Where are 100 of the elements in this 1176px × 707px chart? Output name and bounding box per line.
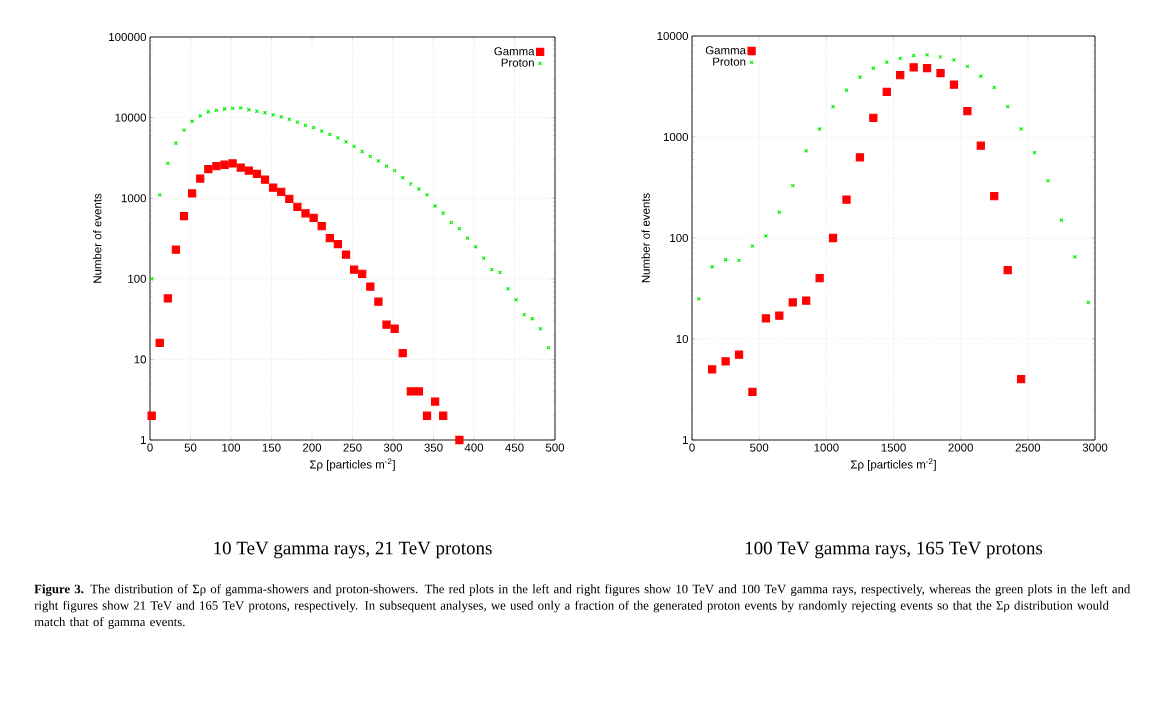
y-tick-label: 10000 — [115, 113, 147, 122]
point — [736, 258, 742, 263]
x-tick-label: 1500 — [881, 443, 906, 452]
point — [815, 274, 824, 283]
x-tick-label: 200 — [303, 443, 322, 452]
point — [366, 282, 375, 291]
point — [473, 244, 478, 249]
point — [358, 269, 367, 279]
point — [422, 411, 432, 420]
point — [368, 154, 373, 159]
point — [212, 161, 221, 171]
point — [538, 326, 543, 331]
point — [817, 126, 822, 132]
point — [293, 202, 302, 212]
point — [238, 105, 243, 110]
point — [262, 110, 268, 115]
point — [546, 345, 551, 350]
point — [214, 108, 219, 113]
point — [246, 107, 251, 112]
x-tick-label: 0 — [689, 443, 695, 452]
point — [204, 164, 213, 174]
point — [976, 141, 985, 150]
y-tick-label: 100 — [670, 233, 689, 243]
x-tick-label: 250 — [343, 443, 362, 452]
point — [360, 149, 365, 154]
point — [398, 348, 407, 358]
point — [855, 153, 865, 162]
point — [465, 235, 470, 241]
point — [392, 168, 397, 173]
point — [173, 141, 179, 146]
y-tick-label: 1 — [140, 436, 146, 444]
point — [1059, 218, 1064, 223]
point — [951, 57, 957, 62]
point — [963, 107, 972, 116]
point — [327, 132, 332, 137]
y-tick-label: 100 — [128, 274, 147, 283]
point — [990, 191, 999, 201]
point — [252, 169, 262, 179]
point — [882, 87, 891, 96]
x-tick-label: 2500 — [1015, 443, 1041, 452]
point — [317, 222, 326, 231]
point — [439, 411, 448, 420]
point — [376, 158, 381, 164]
point — [352, 144, 357, 149]
point — [301, 209, 310, 218]
point — [244, 166, 253, 175]
point — [497, 270, 503, 275]
point — [196, 174, 205, 183]
point — [710, 264, 715, 269]
point — [842, 195, 851, 204]
x-tick-label: 2000 — [948, 443, 973, 452]
legend-label: Gamma — [705, 46, 746, 55]
x-axis-title: Σρ [particles m$^{-2}$] — [310, 458, 395, 471]
point — [723, 257, 728, 262]
point — [220, 160, 229, 169]
point — [750, 244, 755, 249]
point — [187, 189, 197, 198]
point — [1016, 375, 1026, 384]
point — [198, 113, 203, 118]
point — [949, 80, 959, 89]
point — [457, 226, 462, 231]
point — [157, 192, 162, 197]
y-tick-label: 10000 — [657, 31, 689, 41]
point — [343, 139, 349, 144]
point — [884, 60, 889, 65]
point — [374, 297, 383, 306]
x-tick-label: 0 — [147, 443, 153, 452]
point — [721, 357, 730, 366]
point — [171, 245, 181, 254]
point — [1086, 300, 1091, 305]
point — [763, 233, 768, 238]
point — [277, 187, 286, 196]
point — [530, 316, 535, 321]
y-tick-label: 1000 — [663, 132, 689, 142]
point — [802, 296, 811, 305]
point — [708, 365, 717, 374]
y-tick-label: 1 — [682, 436, 688, 444]
point — [871, 66, 876, 71]
point — [788, 298, 797, 307]
text: 100 TeV gamma rays, 165 TeV protons — [745, 541, 1043, 559]
point — [1019, 126, 1024, 132]
point — [936, 68, 945, 78]
x-tick-label: 300 — [383, 443, 403, 452]
point — [514, 297, 519, 302]
point — [734, 350, 744, 359]
point — [1032, 150, 1037, 155]
point — [190, 119, 195, 124]
y-axis-title: Number of events — [641, 193, 650, 283]
y-tick-label: 10 — [676, 334, 689, 344]
point — [869, 113, 878, 122]
point — [775, 311, 784, 320]
point — [924, 52, 930, 57]
point — [382, 320, 391, 329]
y-tick-label: 100000 — [109, 32, 147, 42]
point — [505, 286, 511, 291]
x-tick-label: 400 — [464, 443, 484, 452]
point — [206, 109, 211, 114]
text: 10 TeV gamma rays, 21 TeV protons — [214, 541, 492, 559]
x-tick-label: 450 — [505, 443, 524, 452]
point — [414, 387, 424, 396]
